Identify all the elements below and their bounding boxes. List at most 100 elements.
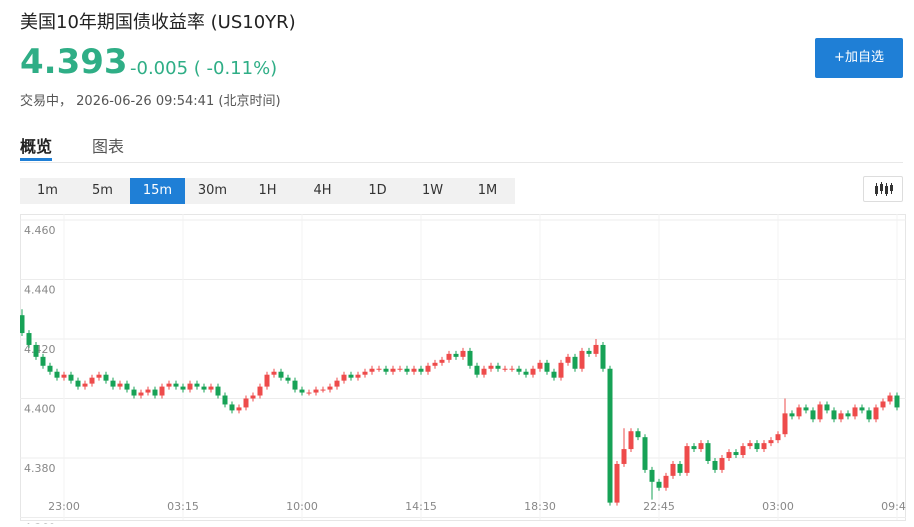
title: 美国10年期国债收益率 (US10YR)	[20, 8, 296, 34]
candle-body	[180, 386, 186, 390]
candle-body	[635, 431, 641, 438]
candle-body	[537, 362, 543, 369]
candle-body	[117, 383, 123, 387]
candle-body	[390, 368, 396, 372]
interval-button[interactable]: 1M	[477, 183, 498, 198]
candle-body	[586, 350, 592, 354]
candle-body	[236, 407, 242, 411]
interval-button[interactable]: 1H	[258, 183, 277, 198]
candle-body	[719, 458, 725, 470]
y-tick-label: 4.360	[24, 522, 56, 527]
candle-body	[362, 371, 368, 375]
candle-body	[278, 371, 284, 378]
candle-body	[110, 380, 116, 387]
candle-body	[474, 365, 480, 375]
candle-body	[698, 443, 704, 450]
candle-body	[61, 374, 67, 378]
candle-body	[593, 344, 599, 354]
chart-type-button[interactable]	[863, 176, 903, 202]
candle-body	[383, 368, 389, 372]
candle-body	[299, 389, 305, 393]
change-value: -0.005	[130, 58, 189, 79]
candle-body	[215, 386, 221, 396]
candle-body	[803, 407, 809, 411]
candle-body	[502, 368, 508, 370]
candle-body	[145, 389, 151, 393]
tab[interactable]: 概览	[20, 137, 53, 156]
candle-body	[663, 475, 669, 488]
interval-button[interactable]: 1D	[368, 183, 387, 198]
candle-body	[257, 386, 263, 396]
candle-body	[20, 315, 25, 334]
candle-body	[740, 446, 746, 456]
candle-body	[68, 374, 74, 381]
title-text: 美国10年期国债收益率	[20, 12, 205, 33]
candle-body	[712, 460, 718, 470]
candle-body	[677, 463, 683, 473]
candle-body	[439, 359, 445, 363]
candle-body	[761, 443, 767, 450]
candle-body	[222, 395, 228, 405]
candle-body	[852, 407, 858, 417]
candle-body	[621, 449, 627, 464]
candle-body	[824, 404, 830, 411]
candle-body	[82, 383, 88, 387]
candle-body	[866, 410, 872, 420]
candle-body	[754, 443, 760, 450]
symbol: (US10YR)	[210, 12, 296, 33]
candle-body	[705, 443, 711, 461]
candle-body	[404, 368, 410, 372]
candle-body	[656, 481, 662, 488]
candle-body	[418, 368, 424, 372]
candle-body	[572, 356, 578, 369]
candle-body	[516, 368, 522, 372]
candle-body	[649, 469, 655, 482]
candle-body	[453, 353, 459, 357]
add-watchlist-button[interactable]: +加自选	[815, 38, 903, 78]
candle-body	[796, 407, 802, 417]
candle-body	[271, 371, 277, 375]
candle-body	[348, 374, 354, 378]
candle-body	[89, 377, 95, 384]
x-tick-label: 10:00	[286, 500, 318, 513]
timestamp: 2026-06-26 09:54:41	[76, 94, 215, 109]
candle-body	[194, 383, 200, 387]
y-tick-label: 4.420	[24, 343, 56, 356]
candle-body	[670, 463, 676, 476]
candle-body	[96, 374, 102, 378]
interval-button[interactable]: 1m	[37, 183, 58, 198]
candle-body	[229, 404, 235, 411]
interval-button[interactable]: 15m	[130, 178, 185, 204]
candle-body	[887, 395, 893, 402]
tab-underline	[20, 158, 52, 161]
x-tick-label: 14:15	[405, 500, 437, 513]
interval-button[interactable]: 5m	[92, 183, 113, 198]
interval-button[interactable]: 30m	[197, 183, 228, 198]
candle-body	[733, 452, 739, 456]
candle-body	[54, 371, 60, 378]
chart-type-icon	[875, 182, 893, 196]
candle-body	[411, 368, 417, 372]
candle-body	[628, 431, 634, 450]
y-tick-label: 4.400	[24, 403, 56, 416]
y-tick-label: 4.460	[24, 224, 56, 237]
y-tick-label: 4.440	[24, 284, 56, 297]
candle-body	[544, 362, 550, 372]
candle-body	[579, 350, 585, 369]
candle-body	[250, 395, 256, 399]
candle-body	[40, 356, 46, 366]
tab[interactable]: 图表	[92, 137, 125, 156]
candle-body	[894, 395, 900, 408]
timezone: (北京时间)	[218, 94, 281, 109]
interval-button[interactable]: 4H	[313, 183, 332, 198]
candle-body	[481, 368, 487, 375]
candle-body	[558, 362, 564, 378]
candle-body	[131, 389, 137, 396]
x-tick-label: 09:45	[881, 500, 913, 513]
price: 4.393	[20, 42, 128, 82]
candle-body	[166, 383, 172, 387]
interval-button[interactable]: 1W	[421, 183, 444, 198]
candle-body	[187, 383, 193, 390]
candle-body	[768, 440, 774, 444]
plot: 4.460 4.440 4.420 4.400 4.380 4.360 23:00 03:15…	[20, 214, 913, 527]
